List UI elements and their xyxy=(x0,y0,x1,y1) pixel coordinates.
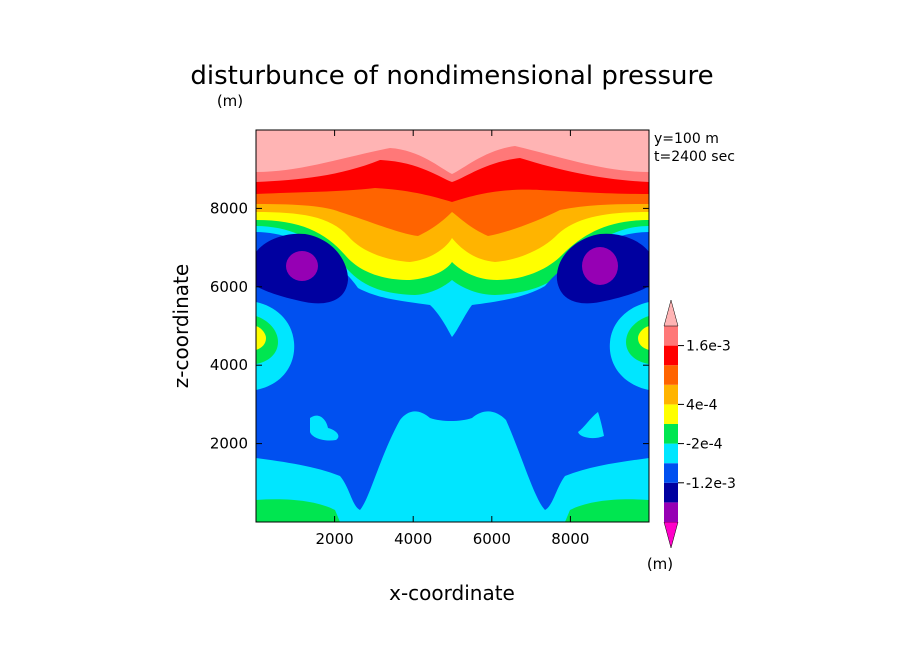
colorbar-swatch xyxy=(664,443,678,464)
band-green-bottom-right xyxy=(565,499,649,522)
x-axis: 2000 4000 6000 8000 xyxy=(316,130,589,548)
y-tick-label: 4000 xyxy=(210,356,248,374)
colorbar-swatch xyxy=(663,299,679,327)
colorbar-swatch xyxy=(664,502,678,522)
annotation-y: y=100 m xyxy=(654,131,719,147)
colorbar-swatch xyxy=(664,463,678,483)
band-green-bottom-left xyxy=(256,499,340,522)
colorbar-swatch xyxy=(664,384,678,405)
x-tick-label: 2000 xyxy=(316,530,354,548)
colorbar-label: 4e-4 xyxy=(686,397,718,413)
colorbar-swatch xyxy=(664,326,678,346)
band-green-right-edge xyxy=(626,316,649,364)
y-tick-label: 2000 xyxy=(210,435,248,453)
colorbar-swatch xyxy=(664,404,678,424)
band-yellow-right-edge xyxy=(638,326,649,350)
cyan-patch-left xyxy=(310,415,339,441)
annotation-time: t=2400 sec xyxy=(654,149,735,165)
colorbar-label: -1.2e-3 xyxy=(686,476,736,492)
colorbar-swatch xyxy=(664,482,678,503)
y-axis-label: z-coordinate xyxy=(169,264,193,388)
title-unit: (m) xyxy=(217,92,243,110)
band-yellow-left-edge xyxy=(256,326,266,350)
cyan-patch-right xyxy=(578,412,604,439)
x-tick-label: 8000 xyxy=(551,530,589,548)
chart-title: disturbunce of nondimensional pressure xyxy=(190,61,713,91)
colorbar: 1.6e-3 4e-4 -2e-4 -1.2e-3 xyxy=(663,299,736,549)
colorbar-swatch xyxy=(664,424,678,444)
y-axis: 2000 4000 6000 8000 xyxy=(210,199,649,453)
x-tick-label: 4000 xyxy=(394,530,432,548)
colorbar-swatch xyxy=(664,365,678,385)
band-blue xyxy=(256,232,649,522)
band-green-left-edge xyxy=(256,316,278,364)
plot-frame xyxy=(255,129,650,523)
y-tick-label: 6000 xyxy=(210,278,248,296)
y-tick-label: 8000 xyxy=(210,199,248,217)
x-tick-label: 6000 xyxy=(473,530,511,548)
colorbar-unit: (m) xyxy=(647,555,673,573)
vortex-core-right xyxy=(582,247,618,285)
colorbar-swatch xyxy=(664,345,678,366)
plot-area xyxy=(256,130,649,522)
colorbar-label: 1.6e-3 xyxy=(686,339,731,355)
colorbar-swatch xyxy=(663,521,679,549)
vortex-core-left xyxy=(286,251,318,281)
x-axis-label: x-coordinate xyxy=(389,581,515,605)
band-cyan-lower xyxy=(256,411,649,522)
colorbar-label: -2e-4 xyxy=(686,437,723,453)
